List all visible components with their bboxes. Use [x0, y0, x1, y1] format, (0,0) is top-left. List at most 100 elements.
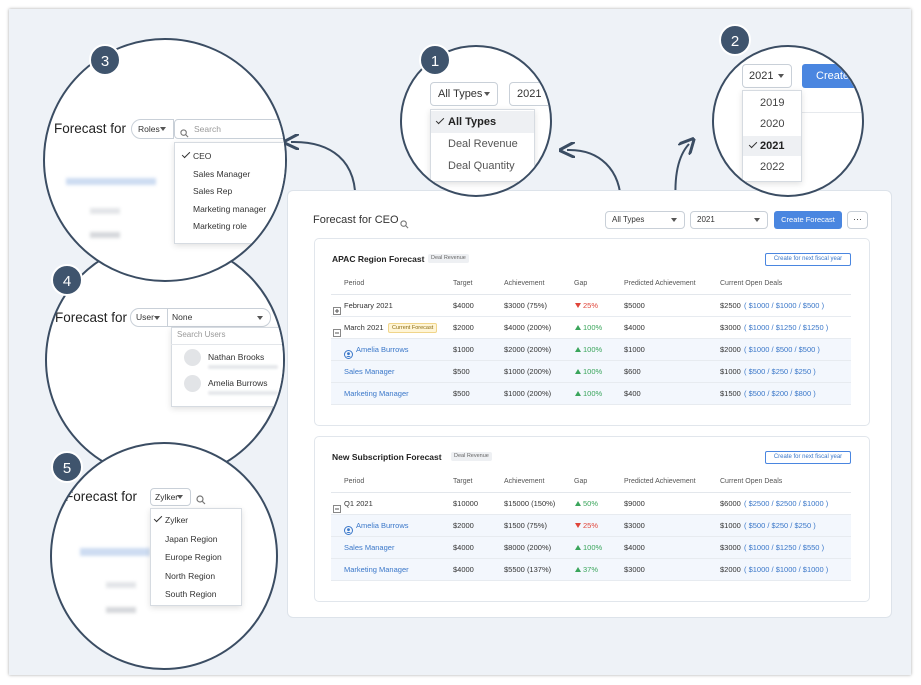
blurred-detail — [208, 391, 278, 395]
screenshot: Forecast for CEO All Types 2021 Create Fore… — [9, 9, 911, 675]
region-select[interactable]: Zylker — [150, 488, 191, 506]
user-icon — [344, 522, 353, 535]
expand-toggle[interactable] — [333, 302, 341, 315]
table-row — [331, 361, 851, 383]
open-deals-split: ( $2500 / $2500 / $1000 ) — [744, 499, 829, 508]
user-option[interactable]: Nathan Brooks — [208, 352, 265, 362]
create-next-year-button[interactable]: Create for next fiscal year — [765, 451, 851, 464]
year-select[interactable]: 2021 — [690, 211, 768, 229]
achievement-cell: $2000 (200%) — [504, 345, 552, 354]
menu-divider — [171, 344, 283, 345]
predicted-cell: $600 — [624, 367, 641, 376]
type-option[interactable]: All Types — [448, 116, 497, 128]
type-select[interactable]: All Types — [430, 82, 498, 106]
gap-cell: 100% — [583, 345, 603, 354]
avatar — [184, 375, 201, 392]
open-deals-total: $2000 — [720, 345, 741, 354]
type-option[interactable]: Deal Quantity — [448, 160, 515, 172]
open-deals-split: ( $500 / $200 / $800 ) — [744, 389, 816, 398]
gap-cell: 100% — [583, 367, 603, 376]
create-forecast-button[interactable]: Create Forecast — [802, 64, 862, 88]
step-badge: 1 — [419, 44, 451, 76]
row-link[interactable]: Marketing Manager — [344, 565, 409, 574]
region-option[interactable]: Japan Region — [165, 533, 218, 544]
row-link[interactable]: Marketing Manager — [344, 389, 409, 398]
open-deals-total: $2500 — [720, 301, 741, 310]
target-cell: $4000 — [453, 301, 474, 310]
step-badge: 4 — [51, 264, 83, 296]
open-deals-split: ( $500 / $250 / $250 ) — [744, 521, 816, 530]
roles-menu — [174, 142, 285, 244]
blurred-row — [106, 607, 136, 613]
target-cell: $2000 — [453, 521, 474, 530]
achievement-cell: $3000 (75%) — [504, 301, 547, 310]
card-title: APAC Region Forecast — [332, 254, 425, 264]
region-option[interactable]: South Region — [165, 589, 217, 599]
open-deals-total: $2000 — [720, 565, 741, 574]
row-link[interactable]: Amelia Burrows — [356, 345, 409, 354]
open-deals-total: $3000 — [720, 323, 741, 332]
year-option[interactable]: 2020 — [760, 118, 785, 131]
trend-arrow — [575, 523, 581, 531]
panel-title: Forecast for CEO — [313, 214, 399, 226]
gap-cell: 25% — [583, 521, 599, 530]
user-filter[interactable]: User — [130, 308, 168, 327]
column-header: Predicted Achievement — [624, 280, 696, 287]
card-tag: Deal Revenue — [451, 452, 492, 461]
achievement-cell: $4000 (200%) — [504, 323, 552, 332]
open-deals-split: ( $1000 / $1250 / $1250 ) — [744, 323, 829, 332]
gap-cell: 100% — [583, 389, 603, 398]
role-option[interactable]: Sales Manager — [193, 169, 251, 179]
card-tag: Deal Revenue — [428, 254, 469, 263]
year-select[interactable]: 2021 — [742, 64, 792, 88]
column-header: Target — [453, 478, 473, 485]
open-deals-total: $6000 — [720, 499, 741, 508]
step-badge: 3 — [89, 44, 121, 76]
callout-circle: Forecast for Roles Search CEO Sales Manager S… — [43, 38, 287, 282]
period-label: March 2021 — [344, 323, 384, 332]
expand-toggle[interactable] — [333, 500, 341, 513]
year-option[interactable]: 2022 — [760, 160, 785, 173]
region-option[interactable]: Zylker — [165, 515, 189, 525]
role-option[interactable]: Marketing manager — [193, 204, 267, 214]
type-option[interactable]: Deal Revenue — [448, 138, 518, 150]
row-link[interactable]: Sales Manager — [344, 367, 395, 376]
role-option[interactable]: CEO — [193, 151, 212, 161]
column-header: Period — [344, 280, 365, 287]
region-option[interactable]: North Region — [165, 570, 216, 581]
role-option[interactable]: Sales Rep — [193, 186, 233, 196]
column-header: Target — [453, 280, 473, 287]
region-option[interactable]: Europe Region — [165, 552, 222, 562]
create-forecast-button[interactable]: Create Forecast — [774, 211, 842, 229]
user-select[interactable]: None — [167, 308, 271, 327]
blurred-header — [90, 208, 120, 214]
open-deals-total: $1000 — [720, 367, 741, 376]
predicted-cell: $4000 — [624, 323, 645, 332]
gap-cell: 37% — [583, 565, 599, 574]
column-header: Gap — [574, 280, 588, 287]
table-row — [331, 493, 851, 515]
row-link[interactable]: Sales Manager — [344, 543, 395, 552]
search-users-input[interactable]: Search Users — [177, 330, 226, 339]
expand-toggle[interactable] — [333, 324, 341, 337]
selected-highlight — [431, 111, 534, 133]
region-menu — [150, 508, 242, 606]
roles-filter[interactable]: Roles — [131, 119, 174, 139]
user-option[interactable]: Amelia Burrows — [208, 378, 268, 388]
row-link[interactable]: Amelia Burrows — [356, 521, 409, 530]
more-button[interactable]: ··· — [847, 211, 868, 229]
create-next-year-button[interactable]: Create for next fiscal year — [765, 253, 851, 266]
predicted-cell: $4000 — [624, 543, 645, 552]
trend-arrow — [575, 366, 581, 374]
year-select[interactable]: 2021 — [509, 82, 550, 106]
gap-cell: 50% — [583, 499, 599, 508]
user-icon — [344, 346, 353, 359]
search-box[interactable] — [174, 119, 285, 139]
type-select[interactable]: All Types — [605, 211, 685, 229]
avatar — [184, 349, 201, 366]
blurred-link — [66, 178, 156, 185]
achievement-cell: $8000 (200%) — [504, 543, 552, 552]
role-option[interactable]: Marketing role — [193, 221, 247, 231]
year-option[interactable]: 2021 — [760, 139, 785, 152]
year-option[interactable]: 2019 — [760, 97, 785, 109]
